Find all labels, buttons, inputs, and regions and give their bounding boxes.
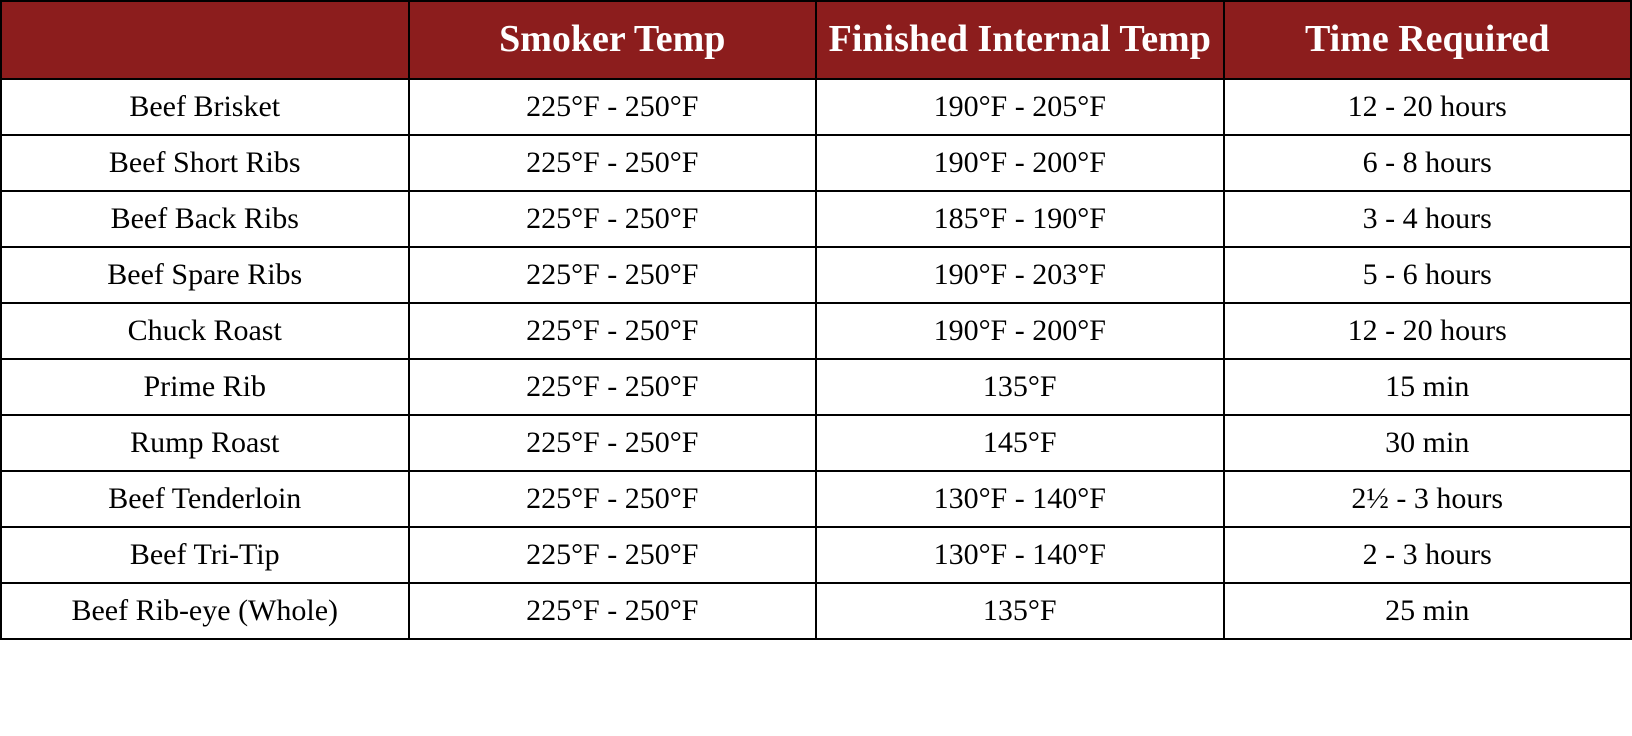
cell-time: 2½ - 3 hours <box>1224 471 1632 527</box>
cell-time: 2 - 3 hours <box>1224 527 1632 583</box>
cell-internal-temp: 190°F - 203°F <box>816 247 1224 303</box>
cell-smoker-temp: 225°F - 250°F <box>409 583 817 639</box>
cell-internal-temp: 190°F - 200°F <box>816 135 1224 191</box>
cell-time: 3 - 4 hours <box>1224 191 1632 247</box>
cell-smoker-temp: 225°F - 250°F <box>409 191 817 247</box>
table-row: Beef Back Ribs 225°F - 250°F 185°F - 190… <box>1 191 1631 247</box>
cell-smoker-temp: 225°F - 250°F <box>409 79 817 135</box>
cell-time: 15 min <box>1224 359 1632 415</box>
cell-cut: Rump Roast <box>1 415 409 471</box>
table-body: Beef Brisket 225°F - 250°F 190°F - 205°F… <box>1 79 1631 639</box>
cell-internal-temp: 185°F - 190°F <box>816 191 1224 247</box>
cell-cut: Beef Back Ribs <box>1 191 409 247</box>
cell-time: 6 - 8 hours <box>1224 135 1632 191</box>
table-row: Beef Tri-Tip 225°F - 250°F 130°F - 140°F… <box>1 527 1631 583</box>
cell-time: 12 - 20 hours <box>1224 303 1632 359</box>
cell-smoker-temp: 225°F - 250°F <box>409 527 817 583</box>
table-row: Beef Spare Ribs 225°F - 250°F 190°F - 20… <box>1 247 1631 303</box>
cell-time: 25 min <box>1224 583 1632 639</box>
cell-internal-temp: 130°F - 140°F <box>816 527 1224 583</box>
cell-smoker-temp: 225°F - 250°F <box>409 359 817 415</box>
col-header-internal-temp: Finished Internal Temp <box>816 1 1224 79</box>
col-header-time: Time Required <box>1224 1 1632 79</box>
cell-cut: Prime Rib <box>1 359 409 415</box>
table-row: Beef Short Ribs 225°F - 250°F 190°F - 20… <box>1 135 1631 191</box>
cell-time: 12 - 20 hours <box>1224 79 1632 135</box>
cell-cut: Beef Brisket <box>1 79 409 135</box>
cell-internal-temp: 135°F <box>816 583 1224 639</box>
cell-internal-temp: 130°F - 140°F <box>816 471 1224 527</box>
cell-smoker-temp: 225°F - 250°F <box>409 415 817 471</box>
table-row: Beef Rib-eye (Whole) 225°F - 250°F 135°F… <box>1 583 1631 639</box>
table-header-row: Smoker Temp Finished Internal Temp Time … <box>1 1 1631 79</box>
col-header-cut <box>1 1 409 79</box>
cell-smoker-temp: 225°F - 250°F <box>409 471 817 527</box>
cell-cut: Chuck Roast <box>1 303 409 359</box>
cell-smoker-temp: 225°F - 250°F <box>409 303 817 359</box>
table-row: Beef Tenderloin 225°F - 250°F 130°F - 14… <box>1 471 1631 527</box>
cell-smoker-temp: 225°F - 250°F <box>409 247 817 303</box>
cell-cut: Beef Tri-Tip <box>1 527 409 583</box>
table-row: Chuck Roast 225°F - 250°F 190°F - 200°F … <box>1 303 1631 359</box>
smoking-temps-table: Smoker Temp Finished Internal Temp Time … <box>0 0 1632 640</box>
table-row: Beef Brisket 225°F - 250°F 190°F - 205°F… <box>1 79 1631 135</box>
col-header-smoker-temp: Smoker Temp <box>409 1 817 79</box>
cell-internal-temp: 135°F <box>816 359 1224 415</box>
cell-internal-temp: 190°F - 200°F <box>816 303 1224 359</box>
cell-smoker-temp: 225°F - 250°F <box>409 135 817 191</box>
cell-cut: Beef Tenderloin <box>1 471 409 527</box>
table-row: Rump Roast 225°F - 250°F 145°F 30 min <box>1 415 1631 471</box>
cell-internal-temp: 145°F <box>816 415 1224 471</box>
cell-time: 30 min <box>1224 415 1632 471</box>
cell-time: 5 - 6 hours <box>1224 247 1632 303</box>
cell-cut: Beef Spare Ribs <box>1 247 409 303</box>
cell-cut: Beef Short Ribs <box>1 135 409 191</box>
table-row: Prime Rib 225°F - 250°F 135°F 15 min <box>1 359 1631 415</box>
cell-cut: Beef Rib-eye (Whole) <box>1 583 409 639</box>
cell-internal-temp: 190°F - 205°F <box>816 79 1224 135</box>
